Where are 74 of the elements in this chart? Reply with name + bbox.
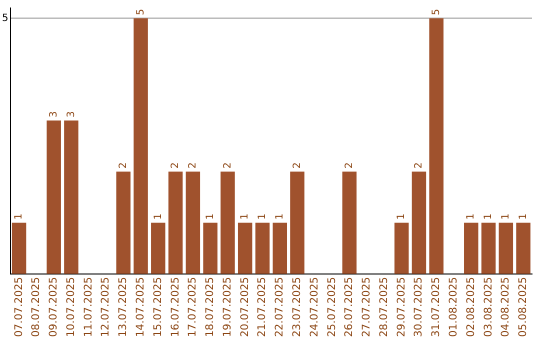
- x-tick-label: 29.07.2025: [395, 276, 408, 338]
- data-label: 1: [274, 213, 286, 220]
- bar: [394, 222, 409, 274]
- data-label: 1: [518, 213, 529, 220]
- data-label: 2: [170, 162, 182, 169]
- data-label: 1: [14, 213, 25, 220]
- x-tick-label: 21.07.2025: [256, 276, 268, 338]
- x-tick-label: 24.07.2025: [308, 276, 320, 338]
- x-tick-label: 19.07.2025: [221, 276, 234, 338]
- x-tick-label: 27.07.2025: [360, 276, 373, 338]
- bar: [290, 172, 304, 274]
- x-tick-label: 10.07.2025: [64, 276, 77, 338]
- x-tick-label: 30.07.2025: [412, 276, 425, 338]
- bar: [238, 222, 252, 274]
- x-tick-label: 07.07.2025: [12, 276, 25, 338]
- bar: [516, 222, 530, 274]
- data-label: 1: [466, 213, 477, 220]
- bar: [464, 222, 478, 274]
- data-label: 1: [152, 213, 164, 220]
- data-label: 5: [430, 8, 442, 16]
- x-tick-label: 09.07.2025: [48, 276, 60, 338]
- bar: [151, 222, 166, 274]
- x-tick-label: 17.07.2025: [186, 276, 199, 338]
- bar: [255, 222, 270, 274]
- x-tick-label: 16.07.2025: [169, 276, 182, 338]
- x-tick-label: 20.07.2025: [238, 276, 251, 338]
- data-label: 2: [344, 162, 356, 169]
- bar: [498, 222, 514, 274]
- x-tick-label: 05.08.2025: [517, 276, 530, 338]
- data-label: 5: [135, 8, 146, 16]
- bar: [116, 172, 131, 274]
- data-label: 2: [188, 162, 199, 169]
- x-tick-label: 11.07.2025: [82, 276, 94, 338]
- x-tick-label: 04.08.2025: [500, 276, 512, 338]
- bar: [46, 120, 61, 274]
- bar: [342, 172, 357, 274]
- data-label: 2: [118, 162, 129, 169]
- x-tick-label: 14.07.2025: [134, 276, 147, 338]
- data-label: 1: [204, 213, 216, 220]
- data-label: 3: [48, 111, 60, 118]
- bar: [186, 172, 200, 274]
- data-label: 2: [414, 162, 425, 169]
- bar: [481, 222, 496, 274]
- x-tick-label: 28.07.2025: [378, 276, 390, 338]
- bar: [272, 222, 288, 274]
- x-tick-label: 08.07.2025: [30, 276, 42, 338]
- data-label: 1: [257, 213, 268, 220]
- x-tick-label: 13.07.2025: [117, 276, 130, 338]
- x-tick-label: 01.08.2025: [447, 276, 460, 338]
- x-tick-label: 12.07.2025: [100, 276, 112, 338]
- data-label: 1: [240, 213, 251, 220]
- x-tick-label: 15.07.2025: [152, 276, 164, 338]
- data-label: 1: [396, 213, 408, 220]
- data-label: 1: [483, 213, 494, 220]
- x-tick-label: 25.07.2025: [326, 276, 338, 338]
- x-tick-label: 18.07.2025: [204, 276, 216, 338]
- bar: [12, 222, 26, 274]
- x-tick-label: 23.07.2025: [290, 276, 303, 338]
- x-tick-label: 22.07.2025: [274, 276, 286, 338]
- bar: [429, 18, 444, 274]
- x-tick-label: 31.07.2025: [430, 276, 442, 338]
- x-tick-label: 03.08.2025: [482, 276, 494, 338]
- bar: [168, 172, 183, 274]
- bar: [220, 172, 235, 274]
- data-label: 2: [222, 162, 234, 169]
- bar: [64, 120, 78, 274]
- bar: [134, 18, 148, 274]
- x-tick-label: 02.08.2025: [464, 276, 477, 338]
- bar: [412, 172, 426, 274]
- bar: [203, 222, 218, 274]
- x-tick-label: 26.07.2025: [343, 276, 356, 338]
- data-label: 2: [292, 162, 303, 169]
- data-label: 1: [500, 213, 512, 220]
- data-label: 3: [66, 111, 77, 118]
